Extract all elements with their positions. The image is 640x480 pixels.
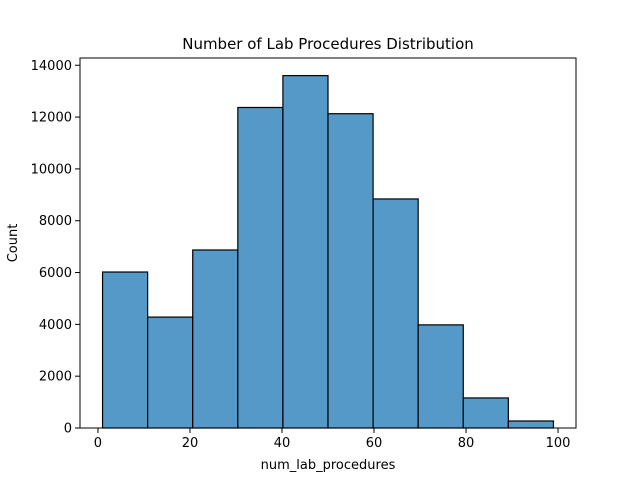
histogram-bar <box>101 271 149 429</box>
x-tick-label: 0 <box>94 436 102 451</box>
histogram-bar <box>192 249 239 429</box>
y-tick-label: 10000 <box>31 162 72 177</box>
x-tick-label: 60 <box>366 436 383 451</box>
histogram-bar <box>462 397 509 429</box>
histogram-bar <box>372 198 419 429</box>
plot-frame <box>79 57 577 429</box>
chart-title: Number of Lab Procedures Distribution <box>182 35 474 53</box>
histogram-bar <box>327 113 374 429</box>
y-tick-label: 2000 <box>39 370 72 385</box>
y-tick-label: 12000 <box>31 111 72 126</box>
x-tick-label: 100 <box>546 436 571 451</box>
y-axis: 0 2000 4000 6000 8000 10000 12000 14000 <box>31 59 80 437</box>
histogram-bar <box>417 324 464 429</box>
x-tick-label: 40 <box>274 436 291 451</box>
x-axis-label: num_lab_procedures <box>261 458 396 473</box>
x-axis: 0 20 40 60 80 100 <box>94 428 571 451</box>
x-tick-label: 80 <box>458 436 475 451</box>
y-tick-label: 8000 <box>39 214 72 229</box>
y-tick-label: 0 <box>64 422 72 437</box>
histogram-bar <box>237 106 284 429</box>
bars-layer <box>101 75 555 429</box>
histogram-bar <box>147 316 194 429</box>
histogram-bar <box>282 75 329 429</box>
y-tick-label: 6000 <box>39 266 72 281</box>
y-tick-label: 14000 <box>31 59 72 74</box>
y-tick-label: 4000 <box>39 318 72 333</box>
histogram-bar <box>507 420 555 429</box>
x-tick-label: 20 <box>182 436 199 451</box>
y-axis-label: Count <box>6 224 21 263</box>
